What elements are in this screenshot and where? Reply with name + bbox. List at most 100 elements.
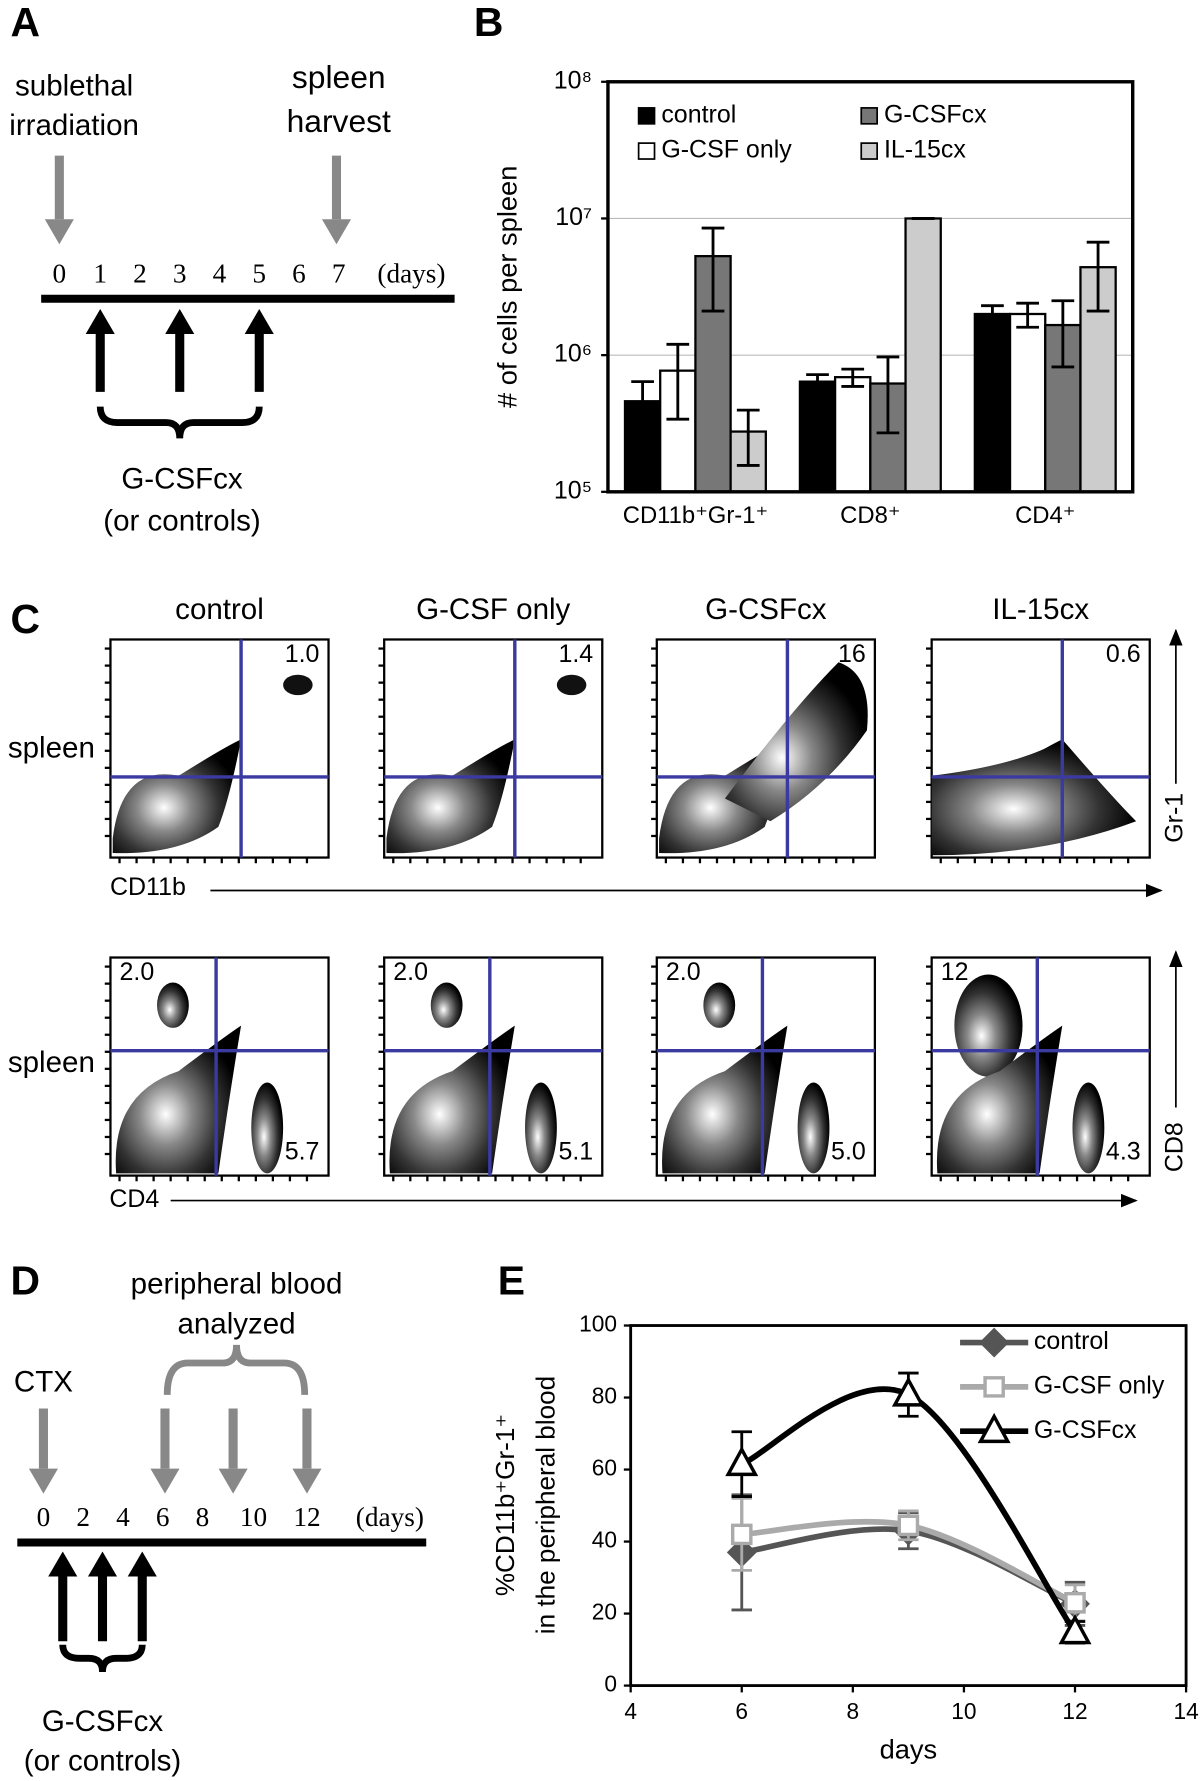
gate-percent: 2.0 <box>393 958 428 986</box>
panel-label: C <box>10 596 40 642</box>
legend-label: IL-15cx <box>884 136 966 164</box>
population <box>115 1025 242 1174</box>
label: harvest <box>287 103 391 139</box>
label: sublethal <box>15 69 133 102</box>
x-axis-label: days <box>880 1734 938 1765</box>
day-label: 4 <box>213 258 227 288</box>
day-label: 3 <box>173 258 187 288</box>
error-bar <box>666 342 690 421</box>
bar <box>833 376 872 493</box>
error-bar <box>1016 301 1040 329</box>
arrow-head <box>87 1551 118 1577</box>
flow-plot <box>378 956 604 1182</box>
flow-plot <box>925 638 1151 864</box>
day-label: 2 <box>76 1502 90 1532</box>
y-tick-label: 10⁷ <box>555 203 592 231</box>
flow-plot <box>651 956 877 1182</box>
label: irradiation <box>9 109 139 142</box>
arrow-head <box>127 1551 157 1577</box>
population <box>931 739 1137 856</box>
marker <box>979 1327 1010 1358</box>
flow-plot <box>925 956 1151 1182</box>
label: peripheral blood <box>131 1268 343 1301</box>
population <box>797 1082 830 1174</box>
arrow-head <box>165 308 195 334</box>
day-label: 4 <box>116 1502 130 1532</box>
legend-swatch <box>860 107 878 125</box>
y-axis-label: in the peripheral blood <box>531 1376 561 1634</box>
gate-percent: 1.4 <box>558 640 593 668</box>
error-bar <box>631 380 654 433</box>
population <box>724 662 868 822</box>
legend-label: G-CSFcx <box>1034 1416 1137 1444</box>
gate-percent: 2.0 <box>666 958 701 986</box>
flow-plot <box>104 638 330 864</box>
unit-label: (days) <box>356 1502 424 1532</box>
y-tick-label: 60 <box>592 1455 617 1481</box>
day-label: 12 <box>293 1502 320 1532</box>
error-bar <box>701 226 725 313</box>
population <box>112 739 242 854</box>
population <box>157 982 189 1028</box>
day-label: 7 <box>332 258 346 288</box>
plot-frame <box>629 1324 1188 1688</box>
error-bar <box>806 373 829 391</box>
column-title: G-CSFcx <box>705 593 827 626</box>
y-tick-label: 10⁸ <box>554 66 592 94</box>
arrow-head <box>85 308 115 334</box>
gate-percent: 1.0 <box>285 640 320 668</box>
gate-percent: 16 <box>838 640 866 668</box>
x-tick-label: CD11b⁺Gr-1⁺ <box>623 502 768 529</box>
population <box>389 1025 515 1174</box>
y-tick-label: 80 <box>592 1383 617 1409</box>
population <box>662 1025 788 1174</box>
axis-label: CD4 <box>109 1185 159 1213</box>
y-tick-label: 100 <box>579 1311 617 1337</box>
arrow-head <box>48 1551 78 1577</box>
label: analyzed <box>177 1307 295 1340</box>
unit-label: (days) <box>377 258 445 288</box>
panel-label: E <box>498 1257 525 1303</box>
arrow-head <box>244 308 274 334</box>
legend-label: control <box>1034 1327 1109 1355</box>
bar <box>1008 312 1047 493</box>
brace <box>96 406 263 439</box>
gate-percent: 5.0 <box>831 1137 866 1165</box>
y-tick-label: 10⁶ <box>554 340 592 368</box>
day-label: 10 <box>240 1502 267 1532</box>
y-axis-label: # of cells per spleen <box>491 166 522 408</box>
x-tick-label: 8 <box>847 1698 860 1724</box>
day-label: 1 <box>93 258 107 288</box>
day-label: 2 <box>133 258 147 288</box>
panel-label: B <box>474 0 504 45</box>
panel-label: D <box>10 1257 40 1303</box>
day-label: 6 <box>292 258 306 288</box>
marker <box>977 1412 1011 1444</box>
legend-swatch <box>637 107 656 125</box>
flow-plot <box>651 638 877 864</box>
plot-frame <box>606 80 1135 494</box>
flow-plot <box>104 956 330 1182</box>
label: CTX <box>14 1365 73 1398</box>
bar <box>798 380 837 493</box>
y-axis-label: %CD11b⁺Gr-1⁺ <box>490 1414 520 1596</box>
legend-label: control <box>661 100 736 128</box>
arrow-head <box>28 1468 58 1494</box>
gate-percent: 5.1 <box>558 1137 593 1165</box>
axis-label: CD8 <box>1160 1122 1188 1172</box>
population <box>556 674 587 696</box>
panel-label: A <box>10 0 40 45</box>
column-title: G-CSF only <box>416 593 570 626</box>
label: (or controls) <box>24 1745 181 1778</box>
x-tick-label: 14 <box>1173 1698 1198 1724</box>
label: G-CSFcx <box>42 1705 164 1738</box>
brace <box>163 1344 309 1395</box>
marker <box>1058 1613 1092 1645</box>
population <box>703 982 736 1028</box>
row-label: spleen <box>8 1046 95 1079</box>
marker <box>725 1445 759 1477</box>
x-tick-label: 10 <box>951 1698 976 1724</box>
error-bar <box>1086 240 1110 313</box>
arrow-head <box>44 219 74 245</box>
